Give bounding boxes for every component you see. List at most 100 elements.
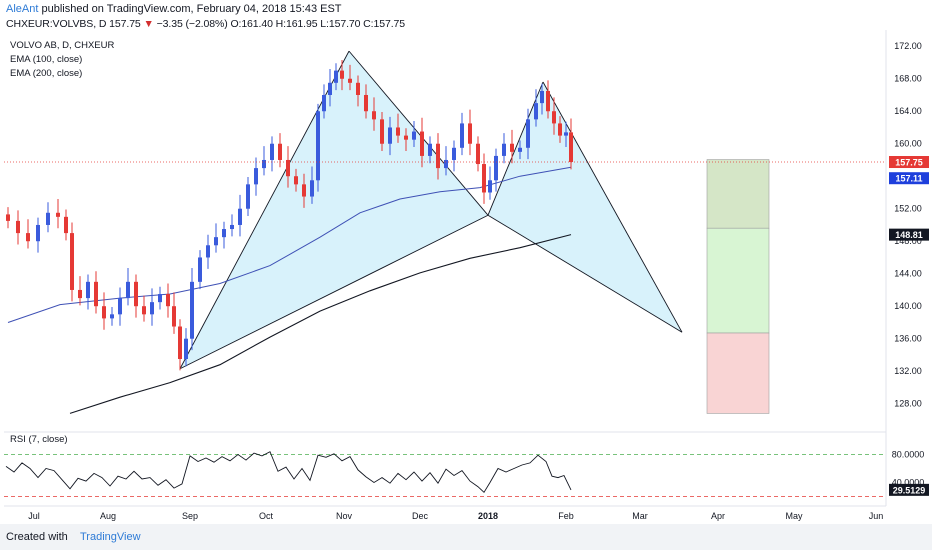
candle-body — [482, 164, 486, 193]
pattern-bcd-fill — [488, 81, 682, 333]
candle-body — [294, 176, 298, 185]
candle-body — [198, 257, 202, 282]
last-price: 157.75 — [109, 18, 141, 30]
pattern-leg — [487, 81, 544, 216]
candle-body — [452, 147, 456, 160]
candle-body — [246, 184, 250, 209]
time-tick-label: May — [785, 511, 803, 521]
time-tick-label: Sep — [182, 511, 198, 521]
candle-body — [558, 123, 562, 136]
candle-body — [16, 220, 20, 234]
price-change: −3.35 (−2.08%) — [156, 18, 228, 30]
price-label-box — [889, 228, 929, 241]
price-label-text: 157.11 — [895, 174, 922, 184]
candle-body — [494, 155, 498, 181]
candle-body — [302, 184, 306, 197]
candle-body — [396, 127, 400, 136]
candle-body — [564, 132, 568, 136]
price-label-text: 148.81 — [895, 230, 923, 240]
price-tick-label: 128.00 — [894, 399, 922, 409]
legend: VOLVO AB, D, CHXEUR EMA (100, close) EMA… — [10, 40, 114, 445]
candle-body — [6, 214, 10, 221]
symbol-info: CHXEUR:VOLVBS, D 157.75 ▼ −3.35 (−2.08%)… — [6, 18, 405, 30]
candle-body — [94, 281, 98, 307]
candle-body — [184, 338, 188, 360]
legend-ema100: EMA (100, close) — [10, 54, 82, 65]
price-chart[interactable]: 172.00168.00164.00160.00156.00152.00148.… — [0, 0, 932, 524]
candle-body — [26, 233, 30, 242]
candle-body — [126, 281, 130, 299]
candle-body — [510, 143, 514, 152]
candle-body — [569, 132, 573, 163]
ohlc-values: O:161.40 H:161.95 L:157.70 C:157.75 — [230, 18, 405, 30]
candle-body — [356, 82, 360, 95]
candle-body — [412, 131, 416, 140]
footer: Created with TradingView — [0, 524, 932, 550]
grid — [4, 30, 887, 507]
candle-body — [468, 123, 472, 144]
candle-body — [64, 216, 68, 234]
target-box-upper — [706, 159, 770, 229]
price-axis[interactable]: 172.00168.00164.00160.00156.00152.00148.… — [889, 41, 929, 409]
candle-body — [420, 131, 424, 156]
rsi-tick-label: 80.0000 — [892, 450, 925, 460]
price-label-box — [889, 156, 929, 169]
candle-body — [222, 229, 226, 238]
harmonic-pattern — [179, 50, 683, 370]
tradingview-logo[interactable]: TradingView — [80, 531, 141, 543]
price-tick-label: 172.00 — [894, 41, 922, 51]
candle-body — [102, 306, 106, 319]
published-text: published on TradingView.com, February 0… — [41, 3, 342, 15]
target-box-loss — [706, 332, 770, 414]
candle-body — [206, 245, 210, 258]
pattern-xab-fill — [180, 51, 488, 369]
time-tick-label: Jul — [28, 511, 40, 521]
ema200-line — [69, 234, 572, 414]
candle-body — [404, 135, 408, 140]
candle-body — [502, 143, 506, 156]
candle-body — [262, 159, 266, 169]
time-tick-label: Feb — [558, 511, 574, 521]
price-tick-label: 148.00 — [894, 236, 922, 246]
candle-body — [86, 281, 90, 299]
candle-body — [444, 159, 448, 169]
candle-body — [214, 237, 218, 246]
price-tick-label: 140.00 — [894, 301, 922, 311]
time-axis[interactable]: Jul Aug Sep Oct Nov Dec 2018 Feb Mar Apr May Jun — [28, 511, 883, 521]
candle-body — [436, 143, 440, 169]
candle-body — [460, 123, 464, 148]
candle-body — [190, 281, 194, 339]
candle-body — [230, 224, 234, 230]
chart-header: AleAnt published on TradingView.com, Feb… — [0, 0, 932, 34]
candle-body — [36, 224, 40, 242]
time-tick-label: Jun — [869, 511, 884, 521]
candle-body — [552, 111, 556, 124]
author-link[interactable]: AleAnt — [6, 3, 39, 15]
candle-body — [142, 306, 146, 315]
candle-body — [166, 294, 170, 307]
price-tick-label: 144.00 — [894, 269, 922, 279]
candle-body — [518, 147, 522, 152]
candle-body — [328, 82, 332, 95]
candle-body — [118, 298, 122, 315]
candle-body — [372, 111, 376, 120]
price-tick-label: 168.00 — [894, 74, 922, 84]
time-tick-label: 2018 — [478, 511, 498, 521]
rsi-last-label: 29.5129 — [893, 485, 926, 495]
rsi-tick-label: 40.0000 — [892, 478, 925, 488]
pattern-leg — [348, 50, 489, 216]
candle-body — [178, 326, 182, 360]
candle-body — [334, 70, 338, 83]
candle-body — [286, 159, 290, 177]
rsi-last-label-box — [889, 483, 929, 496]
price-label-text: 157.75 — [895, 158, 923, 168]
symbol-name: CHXEUR:VOLVBS, D — [6, 18, 107, 30]
candle-body — [254, 168, 258, 185]
legend-ema200: EMA (200, close) — [10, 68, 82, 79]
price-tick-label: 152.00 — [894, 204, 922, 214]
candle-body — [78, 289, 82, 299]
candle-body — [340, 70, 344, 79]
candle-body — [316, 111, 320, 181]
time-tick-label: Oct — [259, 511, 274, 521]
